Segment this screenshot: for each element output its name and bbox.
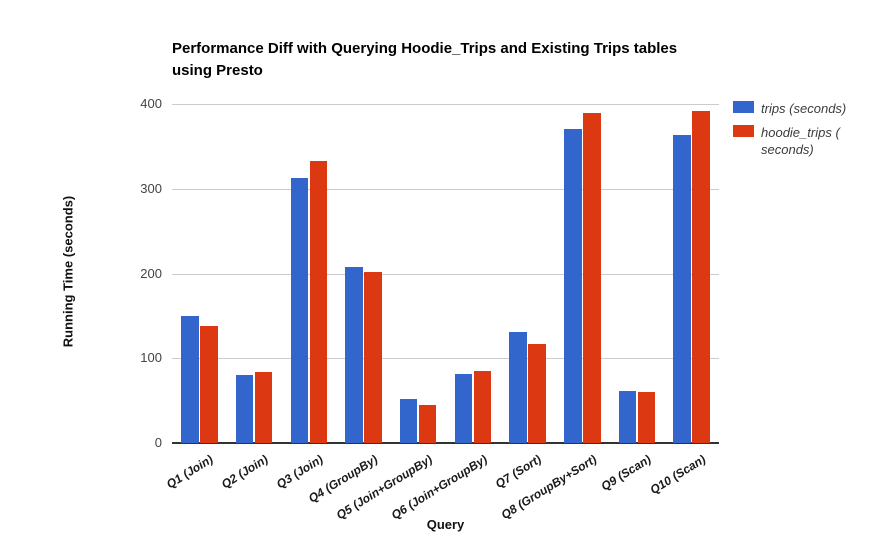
legend-label: hoodie_trips (seconds) (761, 125, 840, 157)
bar-hoodie-trips-4 (364, 271, 382, 443)
bar-trips-10 (673, 135, 691, 443)
bar-hoodie-trips-5 (418, 404, 437, 443)
legend-label: trips (seconds) (761, 101, 847, 116)
legend-swatch-icon (733, 125, 754, 137)
x-axis-title: Query (426, 517, 465, 532)
y-tick-label: 0 (154, 435, 162, 450)
y-tick-label: 100 (140, 350, 162, 366)
bar-trips-2 (235, 375, 254, 443)
legend-swatch-icon (733, 101, 754, 113)
x-tick-label: Q5 (Join+GroupBy) (333, 452, 435, 523)
gridline-100 (172, 358, 719, 360)
y-tick-label: 300 (140, 180, 162, 196)
x-tick-label: Q2 (Join) (218, 452, 271, 492)
bar-hoodie-trips-8 (583, 112, 601, 443)
gridline-300 (172, 188, 719, 190)
bar-hoodie-trips-2 (254, 371, 273, 443)
y-tick-label: 400 (140, 96, 162, 111)
x-tick-label: Q6 (Join+GroupBy) (388, 452, 490, 523)
y-tick-label: 200 (140, 265, 162, 281)
bar-trips-5 (399, 398, 418, 443)
legend-item-hoodie-trips: hoodie_trips (seconds) (733, 124, 883, 158)
chart-title-line1: Performance Diff with Querying Hoodie_Tr… (172, 40, 678, 57)
bar-hoodie-trips-3 (309, 160, 327, 443)
x-tick-label: Q1 (Join) (164, 452, 216, 492)
bar-trips-9 (618, 390, 637, 443)
chart-title: Performance Diff with Querying Hoodie_Tr… (172, 38, 752, 82)
bar-trips-7 (509, 332, 527, 443)
legend-item-trips: trips (seconds) (733, 100, 883, 117)
x-tick-label: Q8 (GroupBy+Sort) (498, 452, 599, 522)
gridline-400 (172, 104, 719, 105)
bar-trips-3 (290, 177, 308, 443)
gridline-200 (172, 273, 719, 275)
bar-hoodie-trips-10 (692, 110, 710, 443)
y-axis-title: Running Time (seconds) (60, 195, 76, 348)
x-axis-line (172, 442, 719, 444)
legend: trips (seconds) hoodie_trips (seconds) (733, 100, 883, 165)
bar-hoodie-trips-9 (637, 392, 656, 443)
bar-hoodie-trips-1 (200, 326, 218, 443)
x-tick-label: Q10 (Scan) (647, 452, 709, 498)
bar-trips-6 (454, 374, 473, 443)
bar-hoodie-trips-7 (528, 343, 546, 443)
chart-title-line2: using Presto (172, 62, 263, 79)
bar-hoodie-trips-6 (473, 371, 492, 443)
bar-trips-4 (345, 266, 363, 443)
bar-trips-1 (181, 315, 199, 443)
bar-trips-8 (564, 128, 582, 443)
x-tick-label: Q9 (Scan) (598, 452, 654, 494)
